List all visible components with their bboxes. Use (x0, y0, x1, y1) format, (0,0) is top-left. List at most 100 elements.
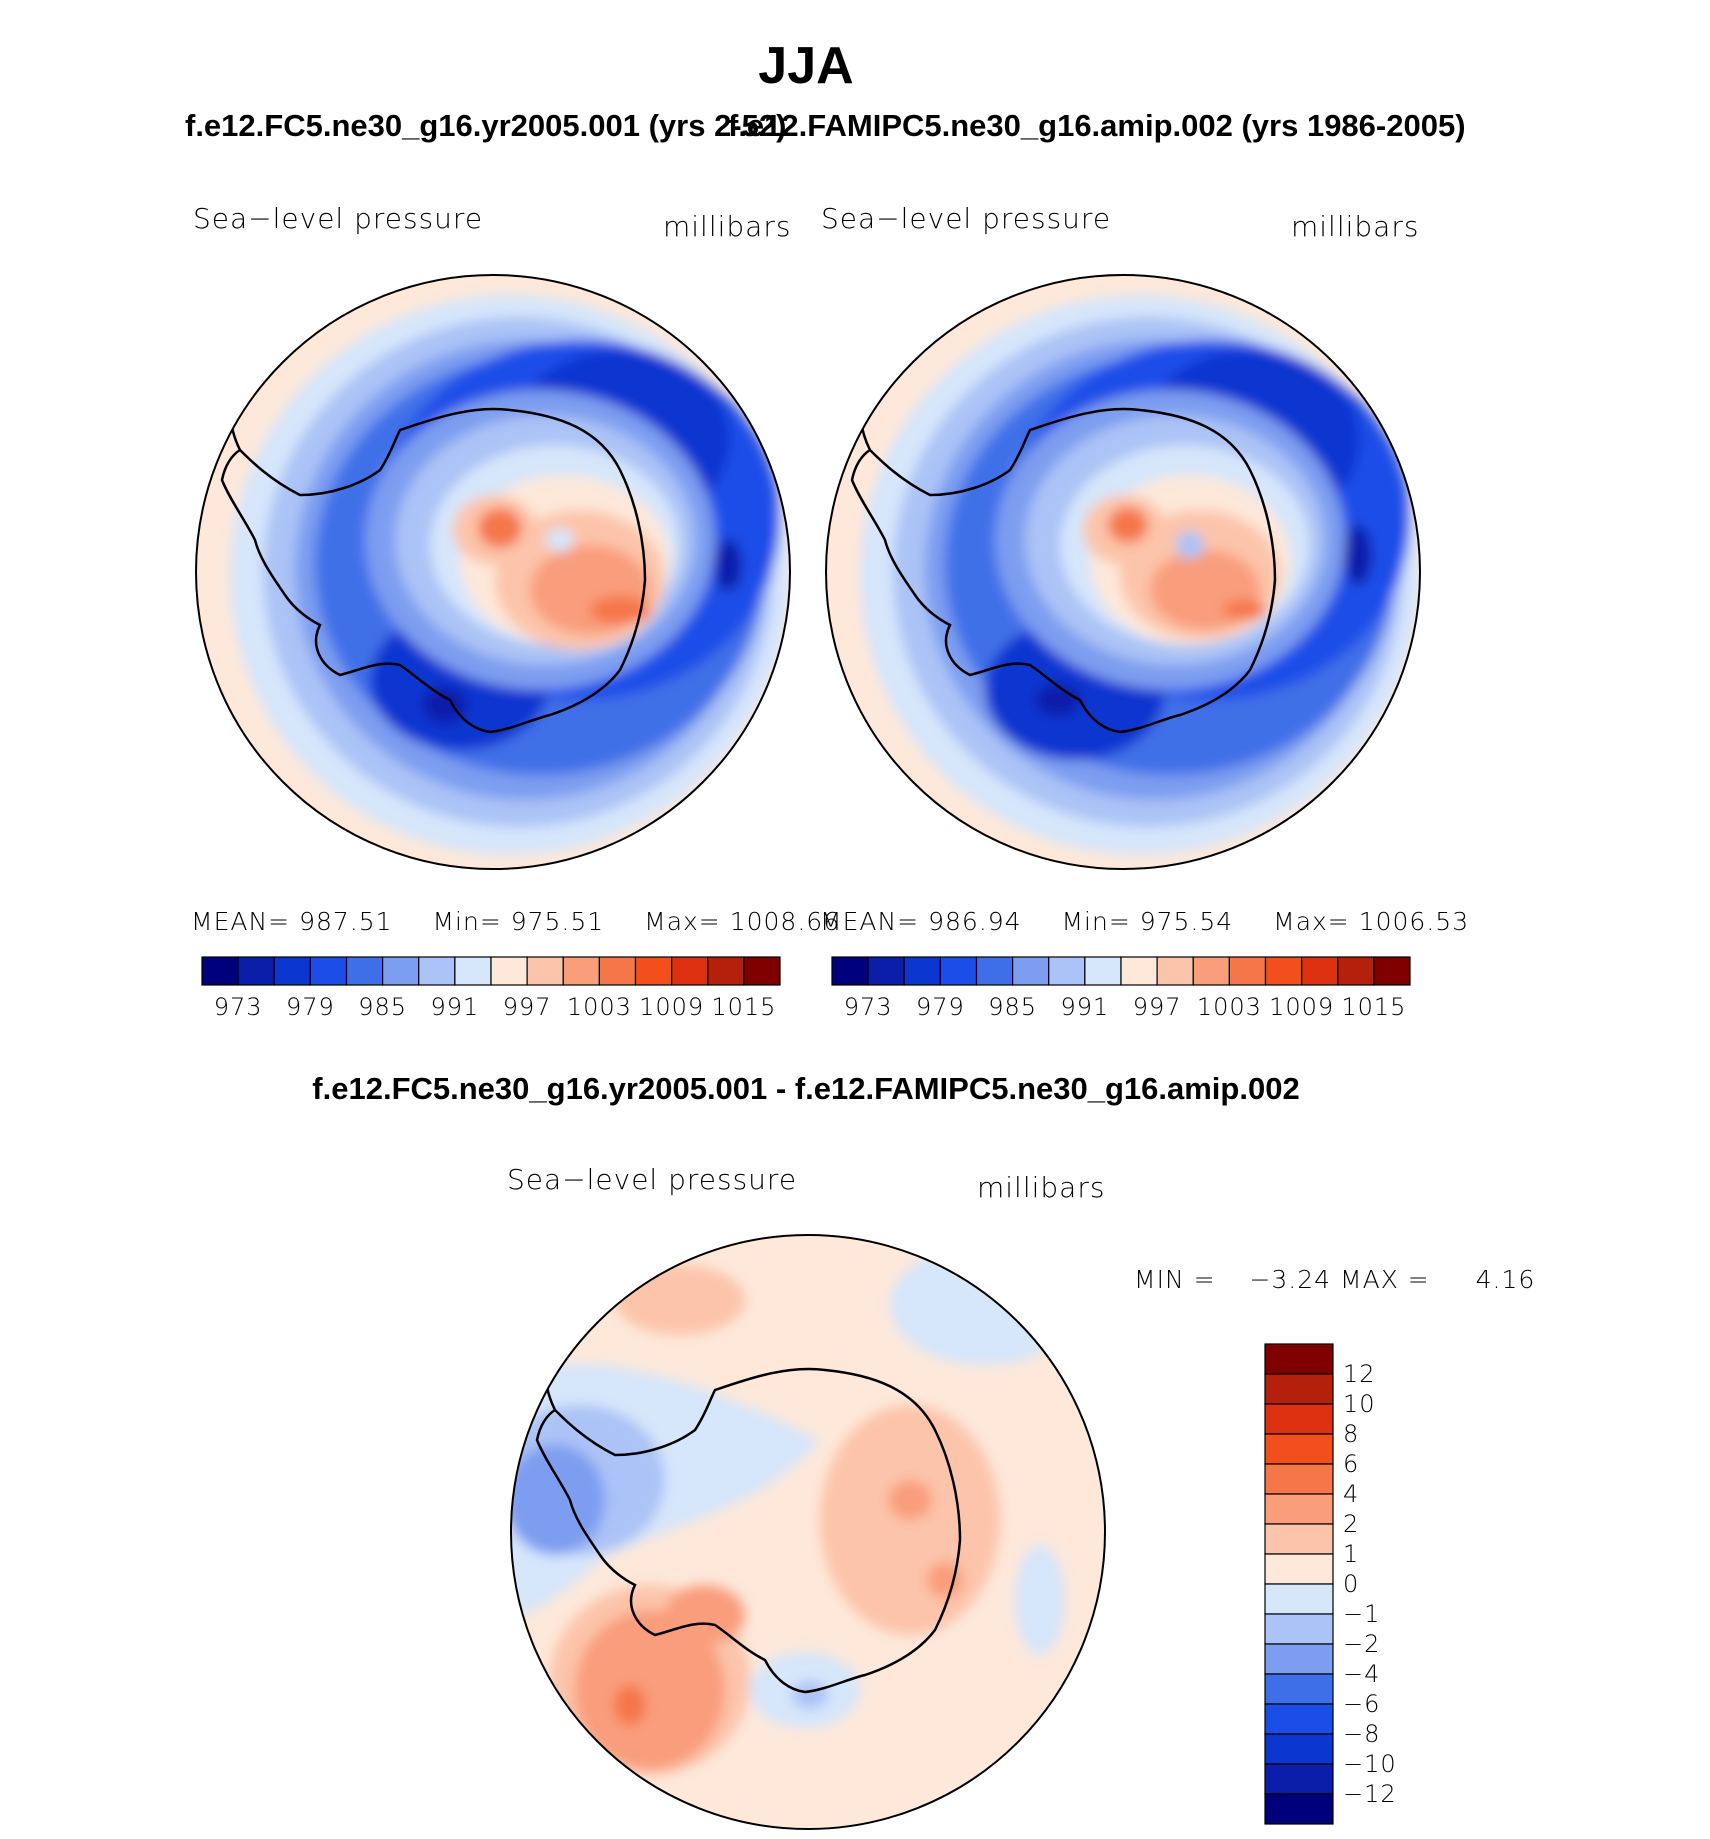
right-mean-value: 986.94 (928, 907, 1022, 936)
diff-colorbar-tick-label: −8 (1343, 1720, 1381, 1748)
difference-polar-map (510, 1234, 1106, 1830)
diff-colorbar-tick-label: −10 (1343, 1750, 1397, 1778)
left-colorbar-tick-label: 973 (213, 993, 263, 1021)
diff-colorbar-swatch (1264, 1643, 1334, 1675)
left-mean-value: 987.51 (299, 907, 393, 936)
left-colorbar-swatch (526, 956, 564, 986)
right-colorbar-tick-label: 997 (1132, 993, 1182, 1021)
right-colorbar-swatch (1301, 956, 1339, 986)
difference-colorbar (1264, 1343, 1334, 1825)
diff-colorbar-tick-label: 2 (1343, 1510, 1360, 1538)
right-panel-caption: f.e12.FAMIPC5.ne30_g16.amip.002 (yrs 198… (728, 108, 1466, 143)
left-colorbar-swatch (237, 956, 275, 986)
right-colorbar-swatch (1048, 956, 1086, 986)
left-colorbar-swatch (201, 956, 239, 986)
left-colorbar-tick-label: 979 (285, 993, 335, 1021)
right-colorbar-swatch (975, 956, 1014, 986)
left-max-label: Max= (644, 907, 721, 936)
left-stats: MEAN= 987.51 Min= 975.51 Max= 1008.66 (191, 907, 840, 936)
diff-colorbar-swatch (1264, 1343, 1334, 1375)
left-colorbar-swatch (309, 956, 348, 986)
diff-colorbar-swatch (1264, 1433, 1334, 1465)
right-colorbar-swatch (939, 956, 978, 986)
diff-max-label: MAX = (1340, 1265, 1430, 1294)
left-colorbar-tick-label: 997 (502, 993, 552, 1021)
left-variable-label: Sea−level pressure (193, 202, 484, 235)
right-colorbar-swatch (1084, 956, 1122, 986)
diff-min-label: MIN = (1134, 1265, 1216, 1294)
right-colorbar-tick-label: 979 (915, 993, 965, 1021)
diff-colorbar-tick-label: −6 (1343, 1690, 1381, 1718)
diff-colorbar-swatch (1264, 1523, 1334, 1555)
diff-colorbar-swatch (1264, 1403, 1334, 1435)
diff-colorbar-tick-label: −1 (1343, 1600, 1381, 1628)
right-colorbar-swatch (1337, 956, 1375, 986)
diff-colorbar-tick-label: 4 (1343, 1480, 1360, 1508)
right-max-value: 1006.53 (1358, 907, 1470, 936)
right-variable-label: Sea−level pressure (821, 202, 1112, 235)
left-colorbar-swatch (743, 956, 781, 986)
diff-colorbar-swatch (1264, 1673, 1334, 1705)
left-mean-label: MEAN= (191, 907, 291, 936)
right-min-value: 975.54 (1139, 907, 1234, 936)
diff-colorbar-swatch (1264, 1703, 1334, 1735)
right-colorbar-tick-label: 991 (1060, 993, 1110, 1021)
right-colorbar-tick-label: 985 (988, 993, 1038, 1021)
diff-colorbar-swatch (1264, 1373, 1334, 1405)
right-mean-label: MEAN= (820, 907, 920, 936)
right-colorbar-swatch (1156, 956, 1194, 986)
diff-colorbar-swatch (1264, 1553, 1334, 1585)
diff-stats: MIN = −3.24 MAX = 4.16 (1134, 1265, 1535, 1294)
right-colorbar-swatch (1012, 956, 1050, 986)
left-colorbar-swatch (562, 956, 600, 986)
left-units-label: millibars (663, 210, 792, 243)
left-colorbar-swatch (598, 956, 637, 986)
left-colorbar-tick-label: 1015 (711, 993, 777, 1021)
right-colorbar-swatch (867, 956, 905, 986)
left-min-value: 975.51 (510, 907, 605, 936)
left-colorbar-swatch (345, 956, 384, 986)
left-colorbar-swatch (418, 956, 456, 986)
diff-colorbar-tick-label: −4 (1343, 1660, 1381, 1688)
right-colorbar-swatch (831, 956, 869, 986)
diff-colorbar-tick-label: 8 (1343, 1420, 1360, 1448)
diff-min-value: −3.24 (1249, 1265, 1332, 1294)
figure-title: JJA (758, 37, 854, 95)
diff-colorbar-swatch (1264, 1493, 1334, 1525)
left-colorbar-swatch (671, 956, 709, 986)
left-colorbar-tick-label: 1009 (639, 993, 705, 1021)
difference-panel-caption: f.e12.FC5.ne30_g16.yr2005.001 - f.e12.FA… (312, 1071, 1300, 1106)
diff-colorbar-tick-label: 0 (1343, 1570, 1360, 1598)
left-colorbar-swatch (634, 956, 673, 986)
diff-colorbar-tick-label: 10 (1343, 1390, 1376, 1418)
left-colorbar-swatch (490, 956, 528, 986)
diff-units-label: millibars (977, 1171, 1106, 1204)
diff-colorbar-swatch (1264, 1793, 1334, 1825)
left-colorbar-swatch (273, 956, 311, 986)
left-colorbar (201, 956, 781, 986)
right-colorbar-tick-label: 1009 (1269, 993, 1335, 1021)
right-colorbar-tick-label: 1003 (1196, 993, 1262, 1021)
left-panel-caption: f.e12.FC5.ne30_g16.yr2005.001 (yrs 2-52) (185, 108, 787, 143)
diff-colorbar-swatch (1264, 1463, 1334, 1495)
left-colorbar-tick-label: 1003 (566, 993, 632, 1021)
diff-colorbar-swatch (1264, 1733, 1334, 1765)
right-colorbar-tick-label: 1015 (1341, 993, 1407, 1021)
diff-colorbar-tick-label: 1 (1343, 1540, 1360, 1568)
diff-variable-label: Sea−level pressure (507, 1163, 798, 1196)
left-colorbar-tick-label: 985 (358, 993, 408, 1021)
diff-colorbar-swatch (1264, 1763, 1334, 1795)
right-colorbar-swatch (1373, 956, 1411, 986)
right-units-label: millibars (1291, 210, 1420, 243)
diff-colorbar-swatch (1264, 1583, 1334, 1615)
diff-colorbar-tick-label: 6 (1343, 1450, 1360, 1478)
right-polar-map (825, 274, 1421, 870)
right-min-label: Min= (1061, 907, 1131, 936)
right-colorbar-swatch (1228, 956, 1267, 986)
diff-max-value: 4.16 (1475, 1265, 1536, 1294)
right-colorbar (831, 956, 1411, 986)
right-colorbar-swatch (1192, 956, 1230, 986)
diff-colorbar-tick-label: −2 (1343, 1630, 1381, 1658)
left-colorbar-tick-label: 991 (430, 993, 480, 1021)
